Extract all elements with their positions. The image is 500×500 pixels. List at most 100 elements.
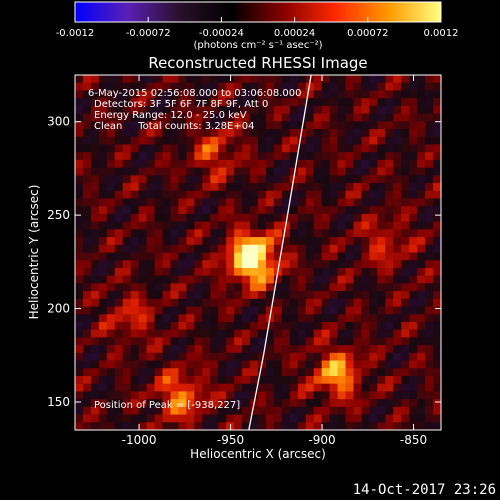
heatmap-cell bbox=[146, 82, 156, 92]
heatmap-cell bbox=[361, 252, 370, 261]
heatmap-cell bbox=[218, 198, 227, 207]
heatmap-cell bbox=[353, 113, 363, 122]
heatmap-cell bbox=[417, 98, 426, 107]
heatmap-cell bbox=[361, 260, 370, 269]
heatmap-cell bbox=[170, 375, 180, 385]
heatmap-cell bbox=[138, 105, 148, 115]
heatmap-cell bbox=[106, 113, 116, 122]
heatmap-cell bbox=[75, 198, 84, 207]
heatmap-cell bbox=[170, 260, 180, 269]
heatmap-cell bbox=[218, 360, 227, 369]
heatmap-cell bbox=[114, 221, 124, 230]
heatmap-cell bbox=[162, 167, 172, 176]
heatmap-cell bbox=[98, 260, 108, 269]
heatmap-cell bbox=[154, 375, 164, 385]
heatmap-cell bbox=[337, 167, 347, 176]
heatmap-cell bbox=[226, 136, 235, 146]
heatmap-cell bbox=[106, 329, 116, 338]
heatmap-cell bbox=[138, 368, 148, 377]
heatmap-cell bbox=[273, 306, 283, 315]
heatmap-cell bbox=[425, 267, 434, 277]
heatmap-cell bbox=[369, 90, 378, 99]
heatmap-cell bbox=[122, 237, 132, 246]
heatmap-cell bbox=[313, 144, 323, 153]
heatmap-cell bbox=[258, 144, 267, 153]
heatmap-cell bbox=[385, 129, 394, 138]
heatmap-cell bbox=[313, 237, 323, 246]
heatmap-cell bbox=[218, 105, 227, 115]
heatmap-cell bbox=[265, 291, 275, 300]
heatmap-cell bbox=[385, 383, 394, 393]
heatmap-cell bbox=[377, 275, 386, 284]
heatmap-cell bbox=[106, 406, 116, 416]
heatmap-cell bbox=[98, 306, 108, 315]
heatmap-cell bbox=[90, 90, 100, 99]
heatmap-cell bbox=[409, 399, 418, 408]
heatmap-cell bbox=[305, 121, 315, 130]
heatmap-cell bbox=[194, 329, 203, 338]
heatmap-cell bbox=[345, 283, 355, 292]
heatmap-cell bbox=[409, 113, 418, 122]
heatmap-cell bbox=[313, 206, 323, 215]
heatmap-cell bbox=[369, 383, 378, 393]
heatmap-cell bbox=[82, 90, 92, 99]
heatmap-cell bbox=[345, 136, 355, 146]
heatmap-cell bbox=[106, 183, 116, 192]
heatmap-cell bbox=[178, 360, 187, 369]
heatmap-cell bbox=[433, 260, 441, 269]
heatmap-cell bbox=[75, 213, 84, 223]
heatmap-cell bbox=[289, 221, 299, 230]
heatmap-cell bbox=[345, 221, 355, 230]
heatmap-cell bbox=[258, 90, 267, 99]
heatmap-cell bbox=[401, 136, 410, 146]
heatmap-cell bbox=[273, 298, 283, 308]
heatmap-cell bbox=[345, 129, 355, 138]
heatmap-cell bbox=[234, 237, 243, 246]
heatmap-cell bbox=[146, 329, 156, 338]
heatmap-cell bbox=[170, 98, 180, 107]
heatmap-cell bbox=[162, 283, 172, 292]
heatmap-cell bbox=[289, 383, 299, 393]
heatmap-cell bbox=[75, 190, 84, 200]
heatmap-cell bbox=[329, 260, 339, 269]
heatmap-cell bbox=[425, 75, 434, 84]
heatmap-cell bbox=[361, 167, 370, 176]
heatmap-cell bbox=[377, 306, 386, 315]
heatmap-cell bbox=[369, 414, 378, 423]
heatmap-cell bbox=[361, 237, 370, 246]
heatmap-cell bbox=[289, 90, 299, 99]
heatmap-cell bbox=[250, 98, 259, 107]
heatmap-cell bbox=[393, 190, 402, 200]
heatmap-cell bbox=[250, 152, 259, 161]
heatmap-cell bbox=[114, 90, 124, 99]
heatmap-cell bbox=[345, 383, 355, 393]
heatmap-cell bbox=[98, 391, 108, 400]
heatmap-cell bbox=[297, 267, 307, 277]
heatmap-cell bbox=[425, 399, 434, 408]
heatmap-cell bbox=[194, 159, 203, 169]
heatmap-cell bbox=[122, 98, 132, 107]
heatmap-cell bbox=[186, 152, 195, 161]
heatmap-cell bbox=[178, 252, 187, 261]
heatmap-cell bbox=[337, 267, 347, 277]
heatmap-cell bbox=[242, 244, 251, 254]
heatmap-cell bbox=[353, 360, 363, 369]
heatmap-cell bbox=[250, 314, 259, 323]
heatmap-cell bbox=[385, 306, 394, 315]
heatmap-cell bbox=[98, 360, 108, 369]
heatmap-cell bbox=[146, 90, 156, 99]
heatmap-cell bbox=[273, 237, 283, 246]
heatmap-cell bbox=[154, 183, 164, 192]
heatmap-cell bbox=[273, 368, 283, 377]
heatmap-cell bbox=[258, 252, 267, 261]
heatmap-cell bbox=[393, 314, 402, 323]
heatmap-cell bbox=[281, 252, 291, 261]
heatmap-cell bbox=[234, 399, 243, 408]
heatmap-cell bbox=[313, 213, 323, 223]
heatmap-cell bbox=[210, 267, 219, 277]
heatmap-cell bbox=[401, 129, 410, 138]
heatmap-cell bbox=[417, 267, 426, 277]
heatmap-cell bbox=[122, 121, 132, 130]
heatmap-cell bbox=[289, 121, 299, 130]
heatmap-cell bbox=[281, 90, 291, 99]
